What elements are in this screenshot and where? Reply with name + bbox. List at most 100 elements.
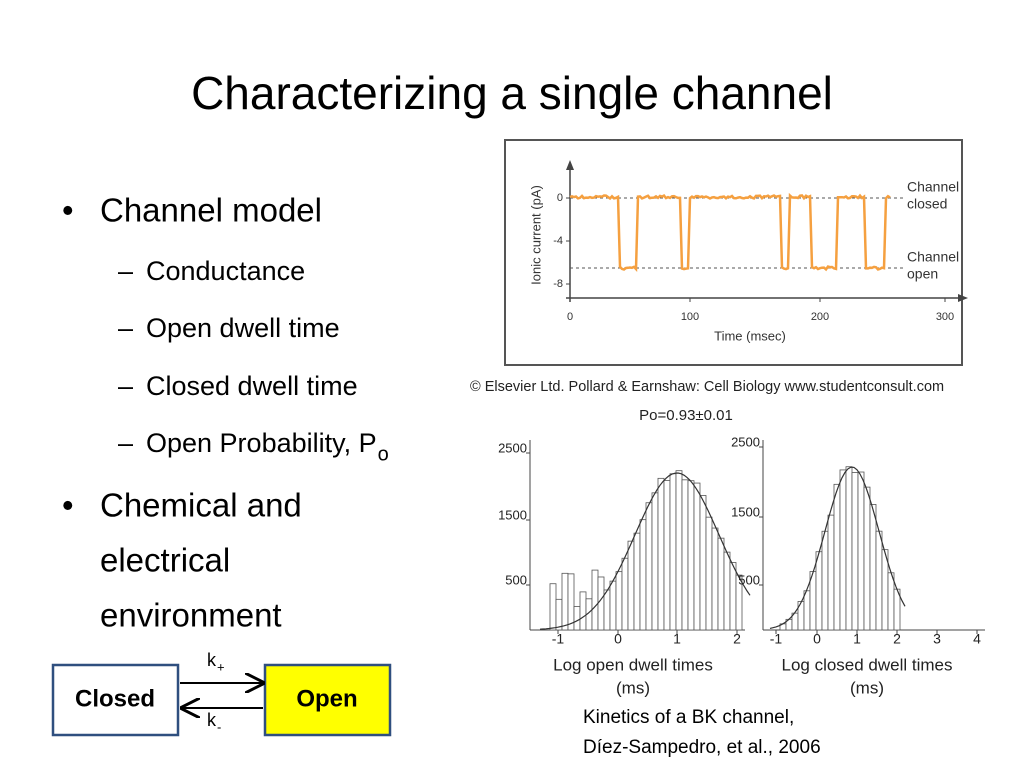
histogram-bar bbox=[687, 480, 695, 631]
histogram-bar bbox=[669, 473, 677, 631]
histogram-bar bbox=[839, 469, 847, 631]
sub-bullet: Open dwell time bbox=[146, 313, 340, 343]
histogram-bar bbox=[851, 472, 859, 631]
histogram-bar bbox=[645, 502, 653, 631]
x-tick-label: 1 bbox=[853, 631, 861, 647]
histogram-bar bbox=[735, 574, 743, 631]
histogram-bar bbox=[657, 477, 665, 631]
histogram-bar bbox=[729, 562, 737, 631]
histogram-bar bbox=[561, 572, 569, 631]
sub-bullet: Closed dwell time bbox=[146, 371, 358, 401]
histogram-bar bbox=[651, 492, 659, 631]
x-tick-label: 2 bbox=[893, 631, 901, 647]
x-tick-label: 1 bbox=[673, 631, 681, 647]
x-tick-label: 4 bbox=[973, 631, 981, 647]
state-label: Closed bbox=[75, 685, 155, 712]
histogram-bar bbox=[633, 532, 641, 631]
x-tick-label: 2 bbox=[733, 631, 741, 647]
arrow-head bbox=[566, 160, 574, 170]
sub-marker: – bbox=[118, 428, 133, 458]
histogram-bar bbox=[887, 572, 895, 631]
histogram-bar bbox=[803, 590, 811, 631]
histogram-bar bbox=[711, 527, 719, 631]
histogram-bar bbox=[699, 495, 707, 631]
histogram-bar bbox=[857, 471, 865, 631]
histogram-bar bbox=[717, 537, 725, 631]
histogram-bar bbox=[875, 530, 883, 631]
current-trace bbox=[569, 192, 891, 273]
caption: Kinetics of a BK channel, bbox=[583, 707, 794, 728]
histogram-bar bbox=[591, 569, 599, 631]
y-axis-label: Ionic current (pA) bbox=[528, 185, 543, 285]
x-axis-label: (ms) bbox=[616, 678, 650, 697]
histogram-bar bbox=[863, 486, 871, 631]
rate-symbol: k bbox=[207, 710, 217, 730]
histogram-bar bbox=[615, 571, 623, 631]
trace-frame bbox=[504, 139, 963, 366]
rate-symbol: k bbox=[207, 650, 217, 670]
annotation: Channel bbox=[907, 179, 959, 195]
histogram-bar bbox=[573, 606, 581, 631]
x-axis-label: Log closed dwell times bbox=[781, 655, 952, 674]
histogram-bar bbox=[845, 466, 853, 631]
x-axis-label: Log open dwell times bbox=[553, 655, 713, 674]
annotation: Channel bbox=[907, 249, 959, 265]
histogram-bar bbox=[567, 573, 575, 631]
histogram-bar bbox=[815, 551, 823, 631]
y-tick-label: 1500 bbox=[498, 507, 527, 522]
y-tick-label: -8 bbox=[553, 278, 563, 290]
x-tick-label: -1 bbox=[770, 631, 783, 647]
annotation: closed bbox=[907, 196, 947, 212]
histogram-bar bbox=[681, 479, 689, 631]
histogram-bar bbox=[705, 516, 713, 631]
x-tick-label: 3 bbox=[933, 631, 941, 647]
y-tick-label: 0 bbox=[557, 192, 563, 204]
credit: © Elsevier Ltd. Pollard & Earnshaw: Cell… bbox=[470, 379, 944, 395]
slide-title: Characterizing a single channel bbox=[191, 67, 833, 119]
bullet-text: Chemical and bbox=[100, 487, 302, 524]
x-axis-label: Time (msec) bbox=[714, 328, 786, 343]
histogram-bar bbox=[579, 591, 587, 631]
y-tick-label: -4 bbox=[553, 235, 563, 247]
histogram-bar bbox=[621, 557, 629, 631]
x-tick-label: 100 bbox=[681, 311, 699, 323]
y-tick-label: 500 bbox=[738, 572, 760, 587]
bullet-text: environment bbox=[100, 597, 282, 634]
rate-subscript: + bbox=[217, 659, 225, 674]
x-tick-label: 0 bbox=[813, 631, 821, 647]
sub-marker: – bbox=[118, 256, 133, 286]
histogram-bar bbox=[869, 504, 877, 631]
sub-bullet: Conductance bbox=[146, 256, 305, 286]
histogram-bar bbox=[609, 580, 617, 631]
rate-subscript: - bbox=[217, 719, 221, 734]
caption: Díez-Sampedro, et al., 2006 bbox=[583, 737, 821, 758]
histogram-bar bbox=[603, 589, 611, 631]
histogram-bar bbox=[555, 598, 563, 631]
y-tick-label: 1500 bbox=[731, 504, 760, 519]
histogram-bar bbox=[675, 470, 683, 631]
x-tick-label: 300 bbox=[936, 311, 954, 323]
y-tick-label: 2500 bbox=[498, 440, 527, 455]
histogram-bar bbox=[639, 519, 647, 631]
sub-marker: – bbox=[118, 313, 133, 343]
sub-marker: – bbox=[118, 371, 133, 401]
histogram-bar bbox=[723, 551, 731, 631]
annotation: open bbox=[907, 266, 938, 282]
x-tick-label: 0 bbox=[567, 311, 573, 323]
histogram-bar bbox=[833, 483, 841, 631]
sub-bullet: Open Probability, P bbox=[146, 428, 377, 458]
histogram-bar bbox=[627, 540, 635, 631]
open-box bbox=[263, 663, 392, 737]
y-tick-label: 500 bbox=[505, 572, 527, 587]
arrow-head bbox=[958, 294, 968, 302]
x-axis-label: (ms) bbox=[850, 678, 884, 697]
histogram-bar bbox=[663, 480, 671, 631]
fit-curve bbox=[769, 466, 906, 629]
bullet-text: Channel model bbox=[100, 192, 322, 229]
po-label: Po=0.93±0.01 bbox=[639, 407, 733, 424]
histogram-bar bbox=[827, 514, 835, 631]
bullet-text: electrical bbox=[100, 542, 230, 579]
x-tick-label: 0 bbox=[614, 631, 622, 647]
